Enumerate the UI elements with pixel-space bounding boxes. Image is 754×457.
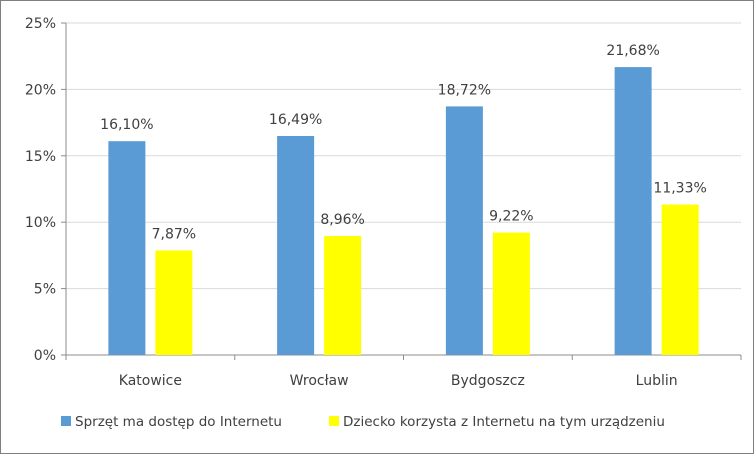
- x-tick-label: Bydgoszcz: [451, 373, 525, 389]
- legend-swatch-access: [61, 416, 71, 426]
- legend-label-usage: Dziecko korzysta z Internetu na tym urzą…: [343, 414, 665, 430]
- data-label: 7,87%: [152, 226, 196, 242]
- bar-access-2: [445, 106, 483, 355]
- data-label: 18,72%: [438, 82, 491, 98]
- x-tick-label: Wrocław: [290, 373, 349, 389]
- bar-access-3: [614, 67, 652, 355]
- data-label: 9,22%: [489, 209, 533, 225]
- y-tick-label: 20%: [25, 82, 56, 98]
- x-tick-label: Lublin: [636, 373, 678, 389]
- x-tick-label: Katowice: [119, 373, 182, 389]
- y-tick-label: 5%: [34, 282, 56, 298]
- data-label: 16,49%: [269, 112, 322, 128]
- bar-access-0: [108, 141, 146, 355]
- legend-swatch-usage: [329, 416, 339, 426]
- bar-access-1: [277, 136, 315, 355]
- data-label: 11,33%: [653, 181, 706, 197]
- bar-usage-1: [324, 236, 362, 355]
- y-tick-label: 0%: [34, 348, 56, 364]
- bar-usage-3: [661, 204, 699, 355]
- bar-usage-0: [155, 250, 193, 355]
- data-label: 16,10%: [100, 117, 153, 133]
- data-label: 8,96%: [320, 212, 364, 228]
- bar-usage-2: [492, 232, 530, 355]
- y-tick-label: 25%: [25, 16, 56, 32]
- y-tick-label: 15%: [25, 149, 56, 165]
- y-tick-label: 10%: [25, 215, 56, 231]
- legend-label-access: Sprzęt ma dostęp do Internetu: [75, 414, 282, 430]
- data-label: 21,68%: [606, 43, 659, 59]
